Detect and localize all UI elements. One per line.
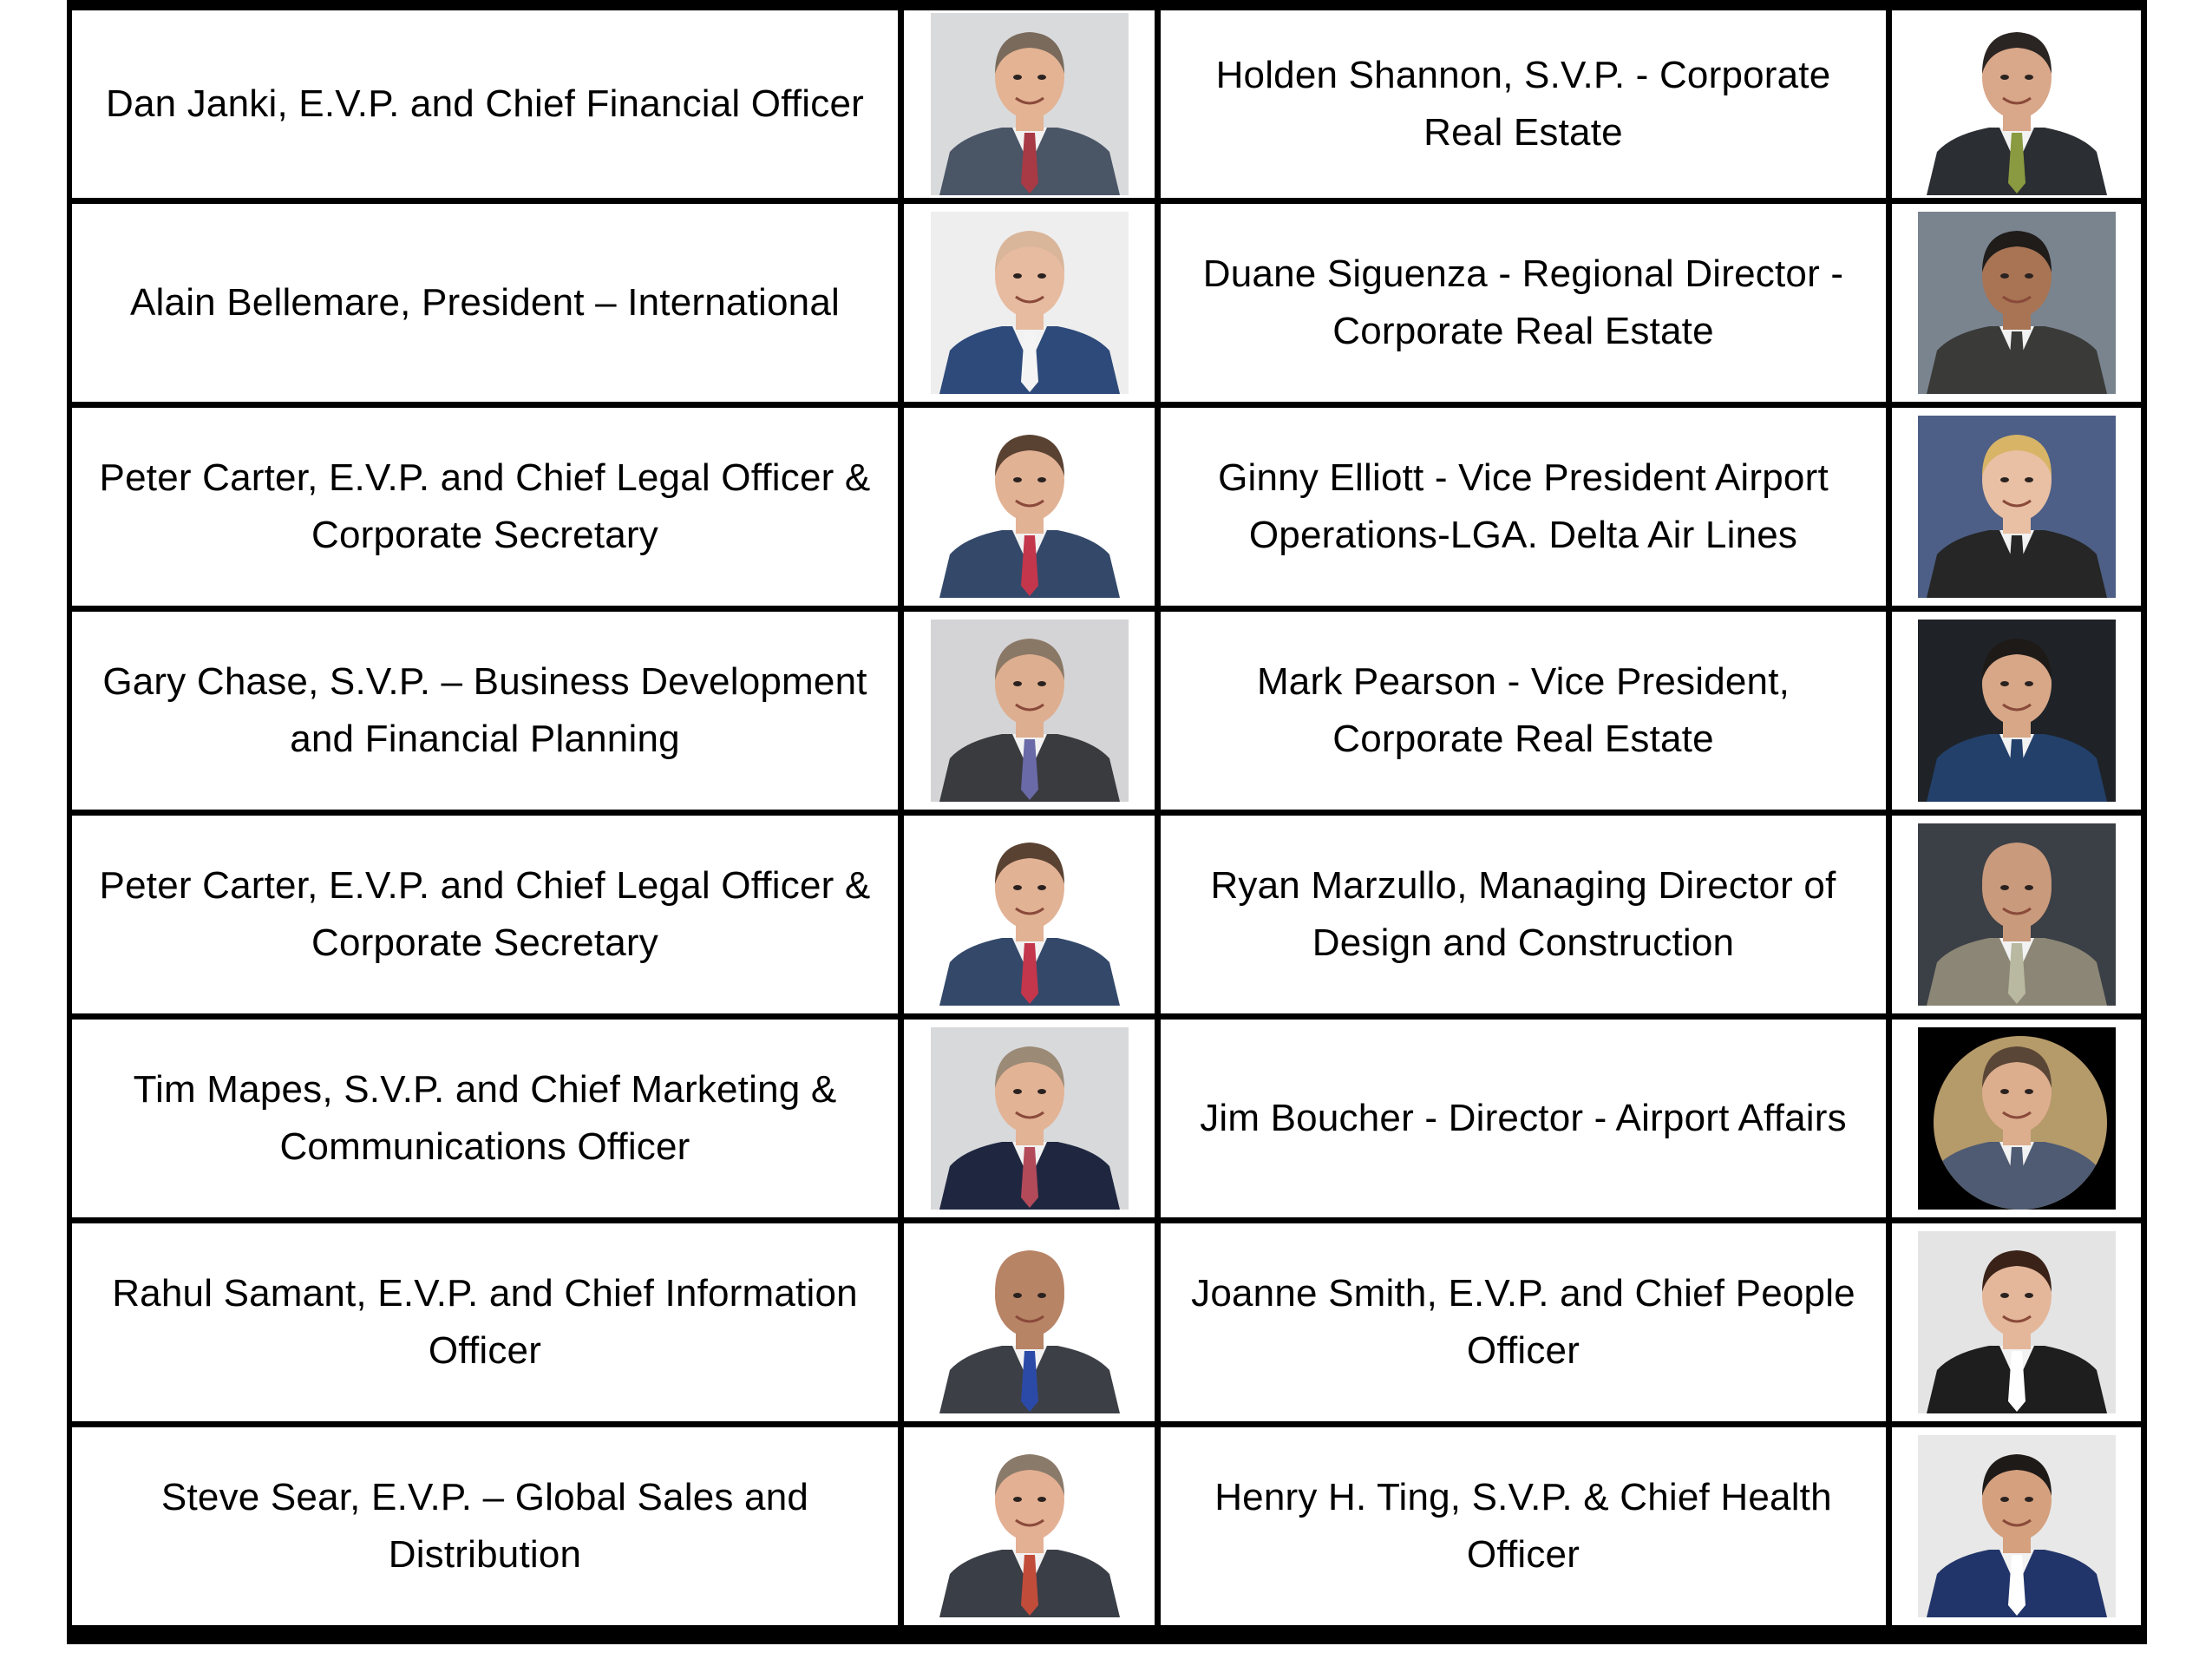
portrait-photo — [1917, 1231, 2116, 1413]
executive-name-title: Peter Carter, E.V.P. and Chief Legal Off… — [99, 456, 871, 556]
executive-directory-table: Dan Janki, E.V.P. and Chief Financial Of… — [67, 0, 2147, 1644]
name-cell: Duane Siguenza - Regional Director - Cor… — [1161, 204, 1892, 408]
name-cell: Steve Sear, E.V.P. – Global Sales and Di… — [67, 1427, 904, 1631]
name-cell: Joanne Smith, E.V.P. and Chief People Of… — [1161, 1223, 1892, 1427]
portrait-7-left — [930, 1435, 1129, 1617]
executive-name-title: Ginny Elliott - Vice President Airport O… — [1218, 456, 1829, 556]
photo-cell — [1892, 0, 2147, 204]
portrait-6-left — [930, 1231, 1129, 1413]
portrait-photo — [930, 1231, 1129, 1413]
portrait-6-right — [1917, 1231, 2116, 1413]
photo-cell — [1892, 1427, 2147, 1631]
portrait-4-left — [930, 823, 1129, 1006]
name-cell: Dan Janki, E.V.P. and Chief Financial Of… — [67, 0, 904, 204]
photo-cell — [904, 612, 1161, 816]
executive-name-title: Ryan Marzullo, Managing Director of Desi… — [1210, 864, 1836, 964]
portrait-photo — [930, 212, 1129, 394]
executive-name-title: Alain Bellemare, President – Internation… — [130, 281, 840, 324]
executive-name-title: Tim Mapes, S.V.P. and Chief Marketing & … — [133, 1068, 837, 1168]
portrait-photo — [930, 416, 1129, 598]
photo-cell — [904, 0, 1161, 204]
portrait-1-left — [930, 212, 1129, 394]
portrait-photo — [1917, 620, 2116, 802]
photo-cell — [904, 816, 1161, 1020]
portrait-photo — [930, 1027, 1129, 1210]
photo-cell — [1892, 204, 2147, 408]
portrait-5-left — [930, 1027, 1129, 1210]
photo-cell — [904, 1223, 1161, 1427]
portrait-1-right — [1917, 212, 2116, 394]
photo-cell — [1892, 816, 2147, 1020]
executive-name-title: Peter Carter, E.V.P. and Chief Legal Off… — [99, 864, 871, 964]
name-cell: Alain Bellemare, President – Internation… — [67, 204, 904, 408]
name-cell: Jim Boucher - Director - Airport Affairs — [1161, 1020, 1892, 1223]
executive-name-title: Joanne Smith, E.V.P. and Chief People Of… — [1191, 1272, 1855, 1372]
executive-name-title: Mark Pearson - Vice President, Corporate… — [1256, 660, 1790, 760]
name-cell: Ryan Marzullo, Managing Director of Desi… — [1161, 816, 1892, 1020]
name-cell: Peter Carter, E.V.P. and Chief Legal Off… — [67, 408, 904, 612]
photo-cell — [1892, 408, 2147, 612]
portrait-photo — [1917, 416, 2116, 598]
name-cell: Holden Shannon, S.V.P. - Corporate Real … — [1161, 0, 1892, 204]
name-cell: Rahul Samant, E.V.P. and Chief Informati… — [67, 1223, 904, 1427]
name-cell: Peter Carter, E.V.P. and Chief Legal Off… — [67, 816, 904, 1020]
photo-cell — [904, 204, 1161, 408]
executive-name-title: Rahul Samant, E.V.P. and Chief Informati… — [112, 1272, 858, 1372]
portrait-5-right — [1917, 1027, 2116, 1210]
portrait-photo — [1917, 212, 2116, 394]
executive-name-title: Dan Janki, E.V.P. and Chief Financial Of… — [105, 82, 864, 125]
portrait-photo — [1917, 1435, 2116, 1617]
photo-cell — [904, 1427, 1161, 1631]
portrait-photo — [1917, 823, 2116, 1006]
portrait-photo — [930, 1435, 1129, 1617]
portrait-0-right — [1917, 13, 2116, 195]
portrait-3-left — [930, 620, 1129, 802]
portrait-photo — [1917, 1027, 2116, 1210]
portrait-photo — [930, 823, 1129, 1006]
executive-name-title: Gary Chase, S.V.P. – Business Developmen… — [102, 660, 867, 760]
name-cell: Mark Pearson - Vice President, Corporate… — [1161, 612, 1892, 816]
portrait-photo — [930, 620, 1129, 802]
photo-cell — [1892, 1223, 2147, 1427]
portrait-photo — [1917, 13, 2116, 195]
portrait-7-right — [1917, 1435, 2116, 1617]
name-cell: Gary Chase, S.V.P. – Business Developmen… — [67, 612, 904, 816]
executive-name-title: Duane Siguenza - Regional Director - Cor… — [1202, 252, 1844, 352]
name-cell: Henry H. Ting, S.V.P. & Chief Health Off… — [1161, 1427, 1892, 1631]
photo-cell — [1892, 1020, 2147, 1223]
photo-cell — [904, 1020, 1161, 1223]
portrait-photo — [930, 13, 1129, 195]
name-cell: Ginny Elliott - Vice President Airport O… — [1161, 408, 1892, 612]
name-cell: Tim Mapes, S.V.P. and Chief Marketing & … — [67, 1020, 904, 1223]
photo-cell — [1892, 612, 2147, 816]
portrait-2-left — [930, 416, 1129, 598]
executive-name-title: Holden Shannon, S.V.P. - Corporate Real … — [1215, 54, 1831, 154]
photo-cell — [904, 408, 1161, 612]
executive-name-title: Henry H. Ting, S.V.P. & Chief Health Off… — [1214, 1476, 1832, 1576]
portrait-3-right — [1917, 620, 2116, 802]
portrait-0-left — [930, 13, 1129, 195]
portrait-4-right — [1917, 823, 2116, 1006]
portrait-2-right — [1917, 416, 2116, 598]
executive-name-title: Jim Boucher - Director - Airport Affairs — [1200, 1097, 1847, 1139]
executive-name-title: Steve Sear, E.V.P. – Global Sales and Di… — [160, 1476, 809, 1576]
